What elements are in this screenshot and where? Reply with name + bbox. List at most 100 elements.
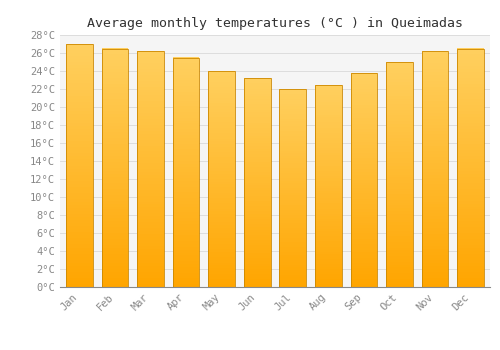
Bar — [422, 272, 448, 275]
Bar — [457, 156, 484, 159]
Bar — [386, 107, 412, 110]
Bar — [280, 168, 306, 171]
Bar — [315, 216, 342, 219]
Bar — [138, 57, 164, 60]
Bar — [386, 116, 412, 118]
Bar — [138, 122, 164, 125]
Bar — [173, 178, 200, 181]
Bar — [315, 181, 342, 183]
Bar — [173, 66, 200, 69]
Bar — [350, 177, 377, 180]
Bar — [173, 98, 200, 100]
Bar — [244, 190, 270, 193]
Bar — [138, 281, 164, 284]
Bar — [66, 181, 93, 184]
Bar — [422, 198, 448, 202]
Bar — [208, 171, 235, 174]
Bar — [422, 60, 448, 63]
Bar — [244, 237, 270, 240]
Bar — [386, 265, 412, 267]
Bar — [280, 158, 306, 161]
Bar — [138, 142, 164, 146]
Bar — [208, 71, 235, 287]
Bar — [138, 81, 164, 84]
Bar — [315, 135, 342, 138]
Bar — [280, 230, 306, 232]
Bar — [208, 276, 235, 279]
Bar — [173, 75, 200, 78]
Bar — [138, 63, 164, 66]
Bar — [138, 172, 164, 175]
Bar — [280, 124, 306, 126]
Bar — [66, 172, 93, 175]
Bar — [280, 116, 306, 119]
Bar — [386, 152, 412, 155]
Bar — [244, 201, 270, 203]
Bar — [280, 190, 306, 193]
Bar — [102, 144, 128, 147]
Bar — [173, 141, 200, 144]
Bar — [208, 268, 235, 271]
Bar — [102, 132, 128, 135]
Bar — [138, 60, 164, 63]
Bar — [102, 75, 128, 78]
Bar — [280, 166, 306, 168]
Bar — [66, 50, 93, 53]
Bar — [102, 281, 128, 284]
Bar — [138, 163, 164, 166]
Bar — [386, 245, 412, 248]
Bar — [102, 162, 128, 165]
Bar — [386, 146, 412, 149]
Bar — [386, 194, 412, 197]
Bar — [66, 80, 93, 84]
Bar — [280, 106, 306, 109]
Bar — [138, 222, 164, 225]
Bar — [138, 160, 164, 163]
Bar — [422, 128, 448, 131]
Bar — [315, 272, 342, 274]
Bar — [457, 132, 484, 135]
Bar — [208, 182, 235, 184]
Bar — [386, 121, 412, 124]
Bar — [244, 151, 270, 154]
Bar — [280, 200, 306, 203]
Bar — [173, 189, 200, 193]
Bar — [386, 160, 412, 163]
Bar — [457, 138, 484, 141]
Bar — [457, 144, 484, 147]
Bar — [208, 90, 235, 93]
Bar — [280, 213, 306, 215]
Bar — [422, 113, 448, 116]
Bar — [173, 135, 200, 138]
Bar — [350, 113, 377, 116]
Bar — [350, 118, 377, 121]
Bar — [208, 279, 235, 282]
Bar — [386, 228, 412, 231]
Bar — [208, 93, 235, 95]
Bar — [66, 90, 93, 93]
Bar — [280, 277, 306, 280]
Bar — [102, 197, 128, 201]
Bar — [315, 254, 342, 257]
Bar — [422, 92, 448, 96]
Bar — [422, 240, 448, 243]
Bar — [173, 253, 200, 256]
Bar — [280, 257, 306, 260]
Bar — [244, 222, 270, 224]
Bar — [173, 60, 200, 63]
Bar — [244, 193, 270, 196]
Bar — [315, 277, 342, 279]
Bar — [173, 175, 200, 178]
Bar — [457, 61, 484, 63]
Bar — [173, 267, 200, 270]
Bar — [244, 167, 270, 169]
Bar — [102, 72, 128, 75]
Bar — [138, 278, 164, 281]
Bar — [280, 156, 306, 158]
Bar — [350, 148, 377, 150]
Bar — [208, 76, 235, 79]
Bar — [315, 224, 342, 226]
Bar — [138, 178, 164, 181]
Bar — [138, 264, 164, 266]
Bar — [173, 144, 200, 146]
